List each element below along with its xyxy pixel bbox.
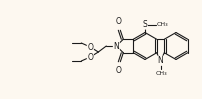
Text: O: O — [87, 42, 93, 51]
Text: O: O — [115, 66, 121, 75]
Text: N: N — [158, 56, 163, 65]
Text: CH₃: CH₃ — [156, 71, 167, 76]
Text: S: S — [143, 20, 147, 29]
Text: O: O — [115, 17, 121, 26]
Text: N: N — [114, 41, 119, 50]
Text: O: O — [87, 52, 93, 61]
Text: CH₃: CH₃ — [157, 22, 169, 27]
